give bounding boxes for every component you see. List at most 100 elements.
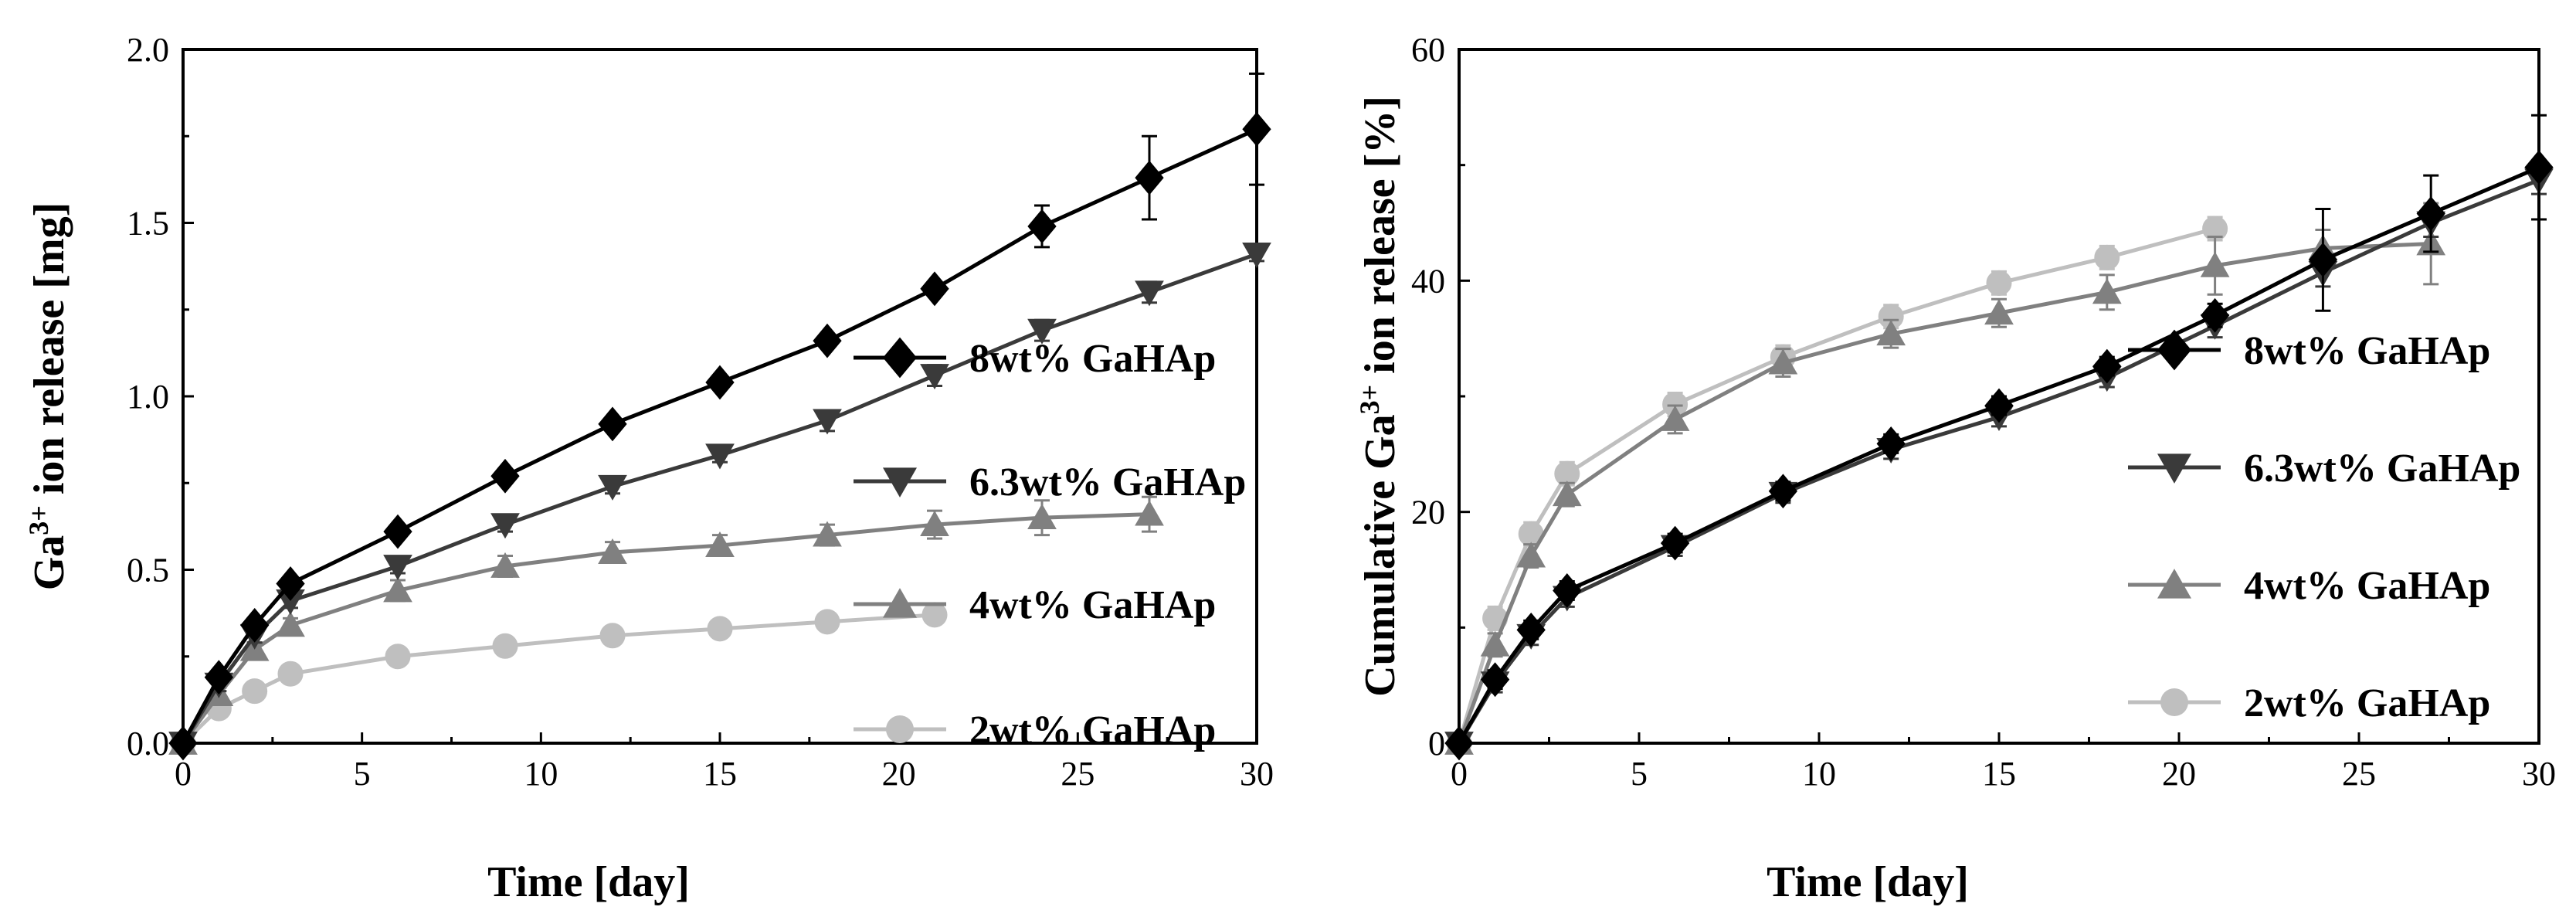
- x-tick-label: 25: [1061, 755, 1095, 793]
- data-point: [705, 531, 735, 557]
- data-point: [1876, 320, 1906, 346]
- data-point: [1135, 280, 1164, 307]
- x-tick-label: 30: [1240, 755, 1274, 793]
- left-panel-release-mg: 0 5 10 15 20 25 30 0.0 0.5 1.0 1.5 2.0 Time [day] Ga3…: [23, 31, 1274, 906]
- data-point: [813, 409, 842, 435]
- data-point: [1027, 504, 1057, 530]
- data-point: [1660, 405, 1690, 431]
- y-tick-label: 0.5: [127, 552, 169, 589]
- x-tick-label: 15: [703, 755, 737, 793]
- data-point: [813, 521, 842, 547]
- data-point: [1027, 209, 1057, 244]
- data-point: [492, 633, 518, 659]
- x-tick-label: 20: [882, 755, 916, 793]
- data-point: [705, 365, 735, 400]
- data-point: [921, 602, 948, 628]
- data-point: [2524, 150, 2554, 185]
- data-point: [1768, 474, 1798, 509]
- x-tick-label: 20: [2162, 755, 2196, 793]
- legend-label: 8wt% GaHAp: [2244, 329, 2490, 373]
- y-tick-label: 2.0: [127, 31, 169, 69]
- y-axis-title: Cumulative Ga3+ ion release [%]: [1354, 96, 1404, 697]
- x-tick-label: 30: [2522, 755, 2556, 793]
- data-point: [920, 364, 949, 390]
- data-point: [1984, 388, 2014, 423]
- data-point: [598, 406, 627, 442]
- data-point: [1444, 725, 1474, 761]
- data-point: [599, 623, 626, 649]
- data-point: [490, 552, 520, 578]
- legend-marker: [886, 715, 914, 743]
- x-tick-label: 0: [175, 755, 192, 793]
- x-tick-label: 0: [1451, 755, 1468, 793]
- x-tick-label: 25: [2342, 755, 2376, 793]
- series-line: [182, 613, 935, 745]
- legend-marker: [2157, 453, 2191, 484]
- data-point: [920, 511, 949, 537]
- y-tick-label: 60: [1411, 31, 1445, 69]
- x-tick-label: 10: [1802, 755, 1836, 793]
- series-line: [181, 127, 1258, 745]
- legend-label: 2wt% GaHAp: [969, 708, 1216, 752]
- legend-label: 2wt% GaHAp: [2244, 681, 2490, 725]
- legend-marker: [883, 467, 917, 498]
- legend-label: 6.3wt% GaHAp: [969, 460, 1246, 504]
- data-point: [1135, 160, 1164, 195]
- data-point: [598, 474, 627, 501]
- data-point: [1480, 630, 1510, 657]
- data-point: [168, 725, 198, 761]
- data-point: [1552, 481, 1582, 507]
- data-point: [1876, 426, 1906, 461]
- data-point: [277, 661, 304, 687]
- data-point: [490, 458, 520, 494]
- series-line: [1457, 226, 2216, 744]
- data-point: [1986, 270, 2012, 296]
- legend-label: 8wt% GaHAp: [969, 337, 1216, 381]
- y-tick-label: 1.0: [127, 378, 169, 416]
- data-point: [2416, 196, 2445, 231]
- data-point: [598, 538, 627, 564]
- legend-marker: [2157, 569, 2191, 599]
- data-point: [1768, 348, 1798, 375]
- data-point: [1516, 542, 1546, 568]
- legend-label: 4wt% GaHAp: [969, 583, 1216, 627]
- data-point: [707, 616, 733, 642]
- x-tick-label: 5: [354, 755, 371, 793]
- data-point: [383, 576, 412, 603]
- data-point: [1480, 662, 1510, 698]
- legend-label: 4wt% GaHAp: [2244, 564, 2490, 608]
- legend-marker: [883, 337, 917, 379]
- y-tick-label: 20: [1411, 494, 1445, 532]
- data-point: [1135, 500, 1164, 526]
- data-point: [2200, 251, 2230, 277]
- data-point: [814, 609, 840, 635]
- y-tick-label: 0.0: [127, 725, 169, 762]
- data-point: [1516, 612, 1546, 647]
- data-point: [2094, 244, 2120, 270]
- y-tick-label: 1.5: [127, 205, 169, 243]
- data-point: [276, 611, 305, 637]
- data-point: [1027, 318, 1057, 345]
- legend-marker: [2160, 688, 2188, 716]
- data-point: [204, 660, 233, 695]
- data-point: [2092, 278, 2122, 304]
- legend-marker: [883, 588, 917, 618]
- series-line: [1457, 241, 2432, 744]
- y-tick-label: 0: [1428, 725, 1445, 762]
- x-axis-title: Time [day]: [487, 858, 690, 906]
- data-point: [1242, 111, 1271, 147]
- data-point: [383, 555, 412, 581]
- data-point: [383, 514, 412, 549]
- data-point: [276, 566, 305, 601]
- data-point: [1984, 299, 2014, 325]
- data-point: [2200, 297, 2230, 333]
- x-tick-label: 15: [1982, 755, 2016, 793]
- data-point: [2092, 348, 2122, 384]
- y-tick-label: 40: [1411, 262, 1445, 300]
- right-panel-cumulative-release-percent: 0 5 10 15 20 25 30 0 20 40 60 Time [day] Cumulative …: [1354, 31, 2556, 906]
- legend-marker: [2157, 329, 2191, 371]
- x-tick-label: 10: [524, 755, 558, 793]
- data-point: [240, 607, 270, 643]
- y-axis-title: Ga3+ ion release [mg]: [23, 202, 73, 591]
